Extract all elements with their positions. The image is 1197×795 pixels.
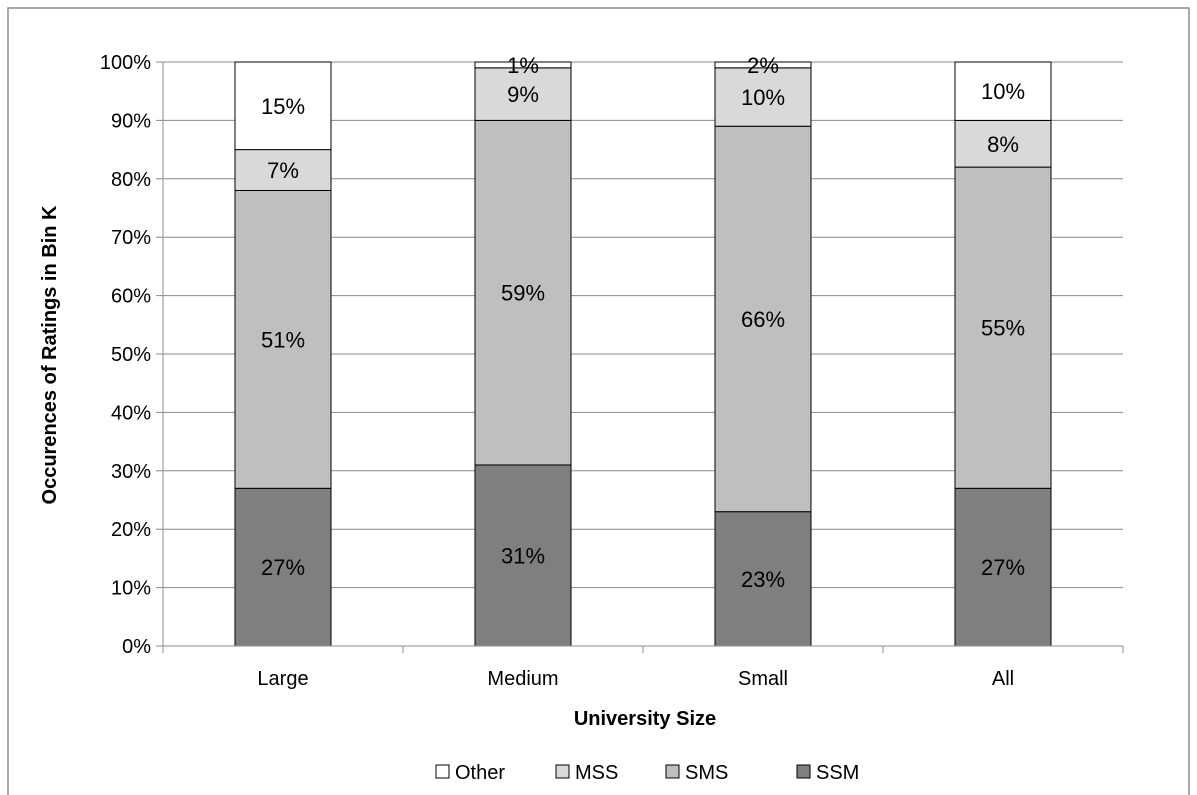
y-tick-label: 0% (122, 636, 151, 658)
bar-segment-mss-small (714, 67, 812, 127)
data-label: 9% (507, 82, 539, 107)
y-tick-label: 20% (111, 519, 151, 541)
x-category-label: Small (738, 668, 788, 690)
y-tick-label: 90% (111, 110, 151, 132)
bar-segment-sms-all (954, 166, 1052, 489)
legend-swatch-ssm (796, 764, 811, 779)
legend-label-other: Other (455, 762, 505, 784)
data-label: 7% (267, 158, 299, 183)
bar-segment-mss-large (234, 149, 332, 191)
legend-swatch-mss (555, 764, 570, 779)
axes: 0% 10% 20% 30% 40% 50% 60% 70% 80% 90% 100% Large Me… (100, 52, 1124, 690)
y-tick-label: 80% (111, 169, 151, 191)
y-tick-label: 50% (111, 344, 151, 366)
data-label: 66% (741, 307, 785, 332)
legend-label-sms: SMS (685, 762, 728, 784)
bar-segment-other-medium (474, 61, 572, 69)
y-axis-title: Occurences of Ratings in Bin K (39, 205, 61, 505)
x-axis-title: University Size (574, 708, 716, 730)
y-tick-label: 100% (100, 52, 151, 74)
y-tick-label: 30% (111, 461, 151, 483)
bar-segment-sms-large (234, 189, 332, 489)
data-label: 15% (261, 94, 305, 119)
bar-segment-ssm-large (234, 487, 332, 647)
bar-segment-sms-medium (474, 119, 572, 466)
bar-segment-ssm-medium (474, 464, 572, 647)
bar-segment-other-all (954, 61, 1052, 121)
y-tick-label: 40% (111, 402, 151, 424)
x-category-label: Large (257, 668, 308, 690)
y-tick-label: 60% (111, 286, 151, 308)
bar-segment-mss-medium (474, 67, 572, 121)
legend-swatch-other (435, 764, 450, 779)
bar-segment-other-large (234, 61, 332, 151)
legend-label-mss: MSS (575, 762, 618, 784)
bar-segment-ssm-small (714, 511, 812, 647)
data-label: 8% (987, 132, 1019, 157)
data-label: 27% (981, 555, 1025, 580)
bar-segment-other-small (714, 61, 812, 69)
legend-label-ssm: SSM (816, 762, 859, 784)
data-label: 51% (261, 327, 305, 352)
data-label: 1% (507, 53, 539, 78)
y-tick-label: 10% (111, 578, 151, 600)
y-tick-label: 70% (111, 227, 151, 249)
data-label: 23% (741, 567, 785, 592)
bars: 27% 51% 7% 15% 31% 59% 9% 1% 23% 66% 10% 2% 27% 55% 8%… (234, 53, 1052, 647)
data-label: 2% (747, 53, 779, 78)
x-category-label: Medium (487, 668, 558, 690)
data-label: 59% (501, 281, 545, 306)
bar-segment-sms-small (714, 125, 812, 513)
data-label: 55% (981, 316, 1025, 341)
data-label: 27% (261, 555, 305, 580)
data-label: 31% (501, 543, 545, 568)
x-category-label: All (992, 668, 1014, 690)
data-label: 10% (741, 85, 785, 110)
legend: Other MSS SMS SSM (435, 762, 859, 784)
legend-swatch-sms (665, 764, 680, 779)
bar-segment-mss-all (954, 119, 1052, 168)
bar-segment-ssm-all (954, 487, 1052, 647)
data-label: 10% (981, 79, 1025, 104)
